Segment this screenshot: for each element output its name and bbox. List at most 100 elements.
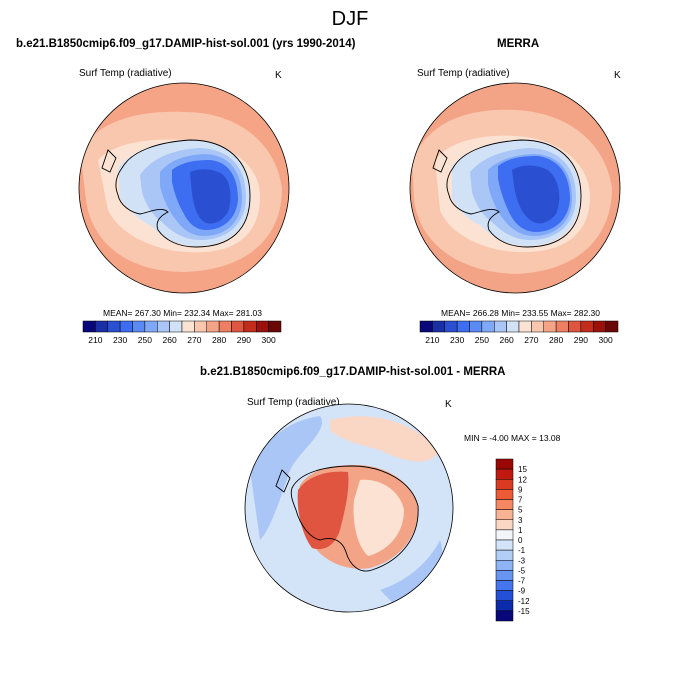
model-colorbar-tick-label: 230 <box>113 335 127 345</box>
obs-colorbar-swatch <box>568 320 582 333</box>
model-colorbar: 210 230 250 260 270 280 290 300 <box>82 320 282 345</box>
obs-colorbar-swatch <box>481 320 495 333</box>
diff-colorbar-swatch <box>495 580 514 591</box>
model-colorbar-swatch <box>132 320 146 333</box>
diff-pale-region <box>330 416 440 462</box>
obs-map-border <box>409 82 621 294</box>
model-colorbar-swatch <box>243 320 257 333</box>
model-colorbar-swatch <box>144 320 158 333</box>
obs-colorbar-tick-label: 230 <box>450 335 464 345</box>
model-colorbar-tick-label: 290 <box>237 335 251 345</box>
obs-stats: MEAN= 266.28 Min= 233.55 Max= 282.30 <box>441 308 601 318</box>
model-colorbar-tick-label: 300 <box>262 335 276 345</box>
obs-colorbar-tick-label: 250 <box>475 335 489 345</box>
model-units-label: K <box>275 70 282 81</box>
obs-colorbar-swatch <box>419 320 433 333</box>
obs-panel-title: MERRA <box>497 38 540 50</box>
diff-colorbar-tick-label: 0 <box>518 536 523 545</box>
diff-colorbar-tick-label: 5 <box>518 506 523 515</box>
diff-colorbar-swatch <box>495 610 514 622</box>
model-colorbar-swatch <box>256 320 269 333</box>
obs-colorbar-tick-label: 280 <box>549 335 563 345</box>
diff-colorbar-tick-label: -1 <box>518 546 526 555</box>
obs-units-label: K <box>614 70 621 81</box>
obs-colorbar-tick-label: 270 <box>524 335 538 345</box>
diff-colorbar-tick-label: -12 <box>518 597 530 606</box>
diff-warm-west <box>297 471 349 550</box>
obs-colorbar-swatch <box>605 320 619 333</box>
model-ice-core <box>190 169 231 224</box>
model-colorbar-tick-label: 270 <box>187 335 201 345</box>
diff-colorbar-swatch <box>495 549 514 561</box>
diff-colorbar-tick-label: 9 <box>518 485 523 494</box>
model-colorbar-tick-label: 210 <box>88 335 102 345</box>
obs-colorbar-swatch <box>432 320 445 333</box>
diff-colorbar-tick-label: 7 <box>518 496 523 505</box>
diff-stats: MIN = -4.00 MAX = 13.08 <box>464 433 561 443</box>
diff-colorbar-swatch <box>495 458 514 470</box>
model-colorbar-tick-label: 260 <box>163 335 177 345</box>
obs-colorbar-tick-label: 300 <box>599 335 613 345</box>
model-coastline <box>101 139 251 248</box>
diff-colorbar-tick-label: -9 <box>518 587 526 596</box>
model-panel-title: b.e21.B1850cmip6.f09_g17.DAMIP-hist-sol.… <box>16 38 356 50</box>
diff-colorbar-tick-label: -7 <box>518 577 526 586</box>
diff-colorbar-swatch <box>495 499 514 510</box>
diff-map-border <box>244 403 454 613</box>
diff-colorbar-swatch <box>495 468 514 480</box>
model-colorbar-swatch <box>181 320 195 333</box>
diff-blue-region-1 <box>250 416 323 540</box>
diff-colorbar-swatch <box>495 489 514 500</box>
obs-colorbar-swatch <box>494 320 507 333</box>
diff-colorbar-swatch <box>495 479 514 490</box>
obs-polar-map <box>409 82 621 294</box>
diff-coastline <box>275 465 419 572</box>
model-colorbar-tick-label: 250 <box>138 335 152 345</box>
model-colorbar-swatch <box>107 320 121 333</box>
model-colorbar-swatch <box>157 320 170 333</box>
diff-colorbar-swatch <box>495 539 514 551</box>
diff-panel-title: b.e21.B1850cmip6.f09_g17.DAMIP-hist-sol.… <box>200 366 506 378</box>
model-variable-label: Surf Temp (radiative) <box>79 68 172 79</box>
diff-colorbar-tick-label: -3 <box>518 556 526 565</box>
obs-colorbar-tick-label: 210 <box>425 335 439 345</box>
diff-cool-interior <box>353 479 404 556</box>
model-colorbar-swatch <box>268 320 282 333</box>
model-colorbar-swatch <box>95 320 108 333</box>
obs-ice-core <box>512 165 560 224</box>
obs-variable-label: Surf Temp (radiative) <box>417 68 510 79</box>
model-colorbar-swatch <box>206 320 220 333</box>
obs-colorbar-swatch <box>593 320 606 333</box>
obs-colorbar-swatch <box>518 320 532 333</box>
diff-colorbar-swatch <box>495 570 514 581</box>
diff-units-label: K <box>445 399 452 410</box>
diff-colorbar-swatch <box>495 519 514 531</box>
figure-title: DJF <box>331 8 369 30</box>
diff-colorbar-tick-label: 1 <box>518 526 523 535</box>
obs-colorbar-tick-label: 260 <box>500 335 514 345</box>
diff-colorbar-tick-label: -15 <box>518 607 530 616</box>
model-colorbar-swatch <box>82 320 96 333</box>
model-colorbar-swatch <box>231 320 245 333</box>
model-polar-map <box>78 82 290 294</box>
model-colorbar-swatch <box>119 320 133 333</box>
obs-colorbar-tick-label: 290 <box>574 335 588 345</box>
obs-colorbar-swatch <box>456 320 470 333</box>
obs-colorbar: 210 230 250 260 270 280 290 300 <box>419 320 619 345</box>
diff-colorbar-tick-label: 15 <box>518 465 527 474</box>
diff-colorbar-tick-label: -5 <box>518 566 526 575</box>
model-colorbar-tick-label: 280 <box>212 335 226 345</box>
obs-colorbar-swatch <box>444 320 458 333</box>
diff-colorbar-swatch <box>495 590 514 601</box>
diff-colorbar-swatch <box>495 509 514 520</box>
obs-colorbar-swatch <box>543 320 557 333</box>
model-stats: MEAN= 267.30 Min= 232.34 Max= 281.03 <box>103 308 263 318</box>
diff-polar-map <box>244 403 454 613</box>
model-colorbar-swatch <box>194 320 207 333</box>
obs-colorbar-swatch <box>555 320 569 333</box>
diff-colorbar-swatch <box>495 560 514 571</box>
obs-colorbar-swatch <box>580 320 594 333</box>
obs-coastline <box>432 139 582 248</box>
